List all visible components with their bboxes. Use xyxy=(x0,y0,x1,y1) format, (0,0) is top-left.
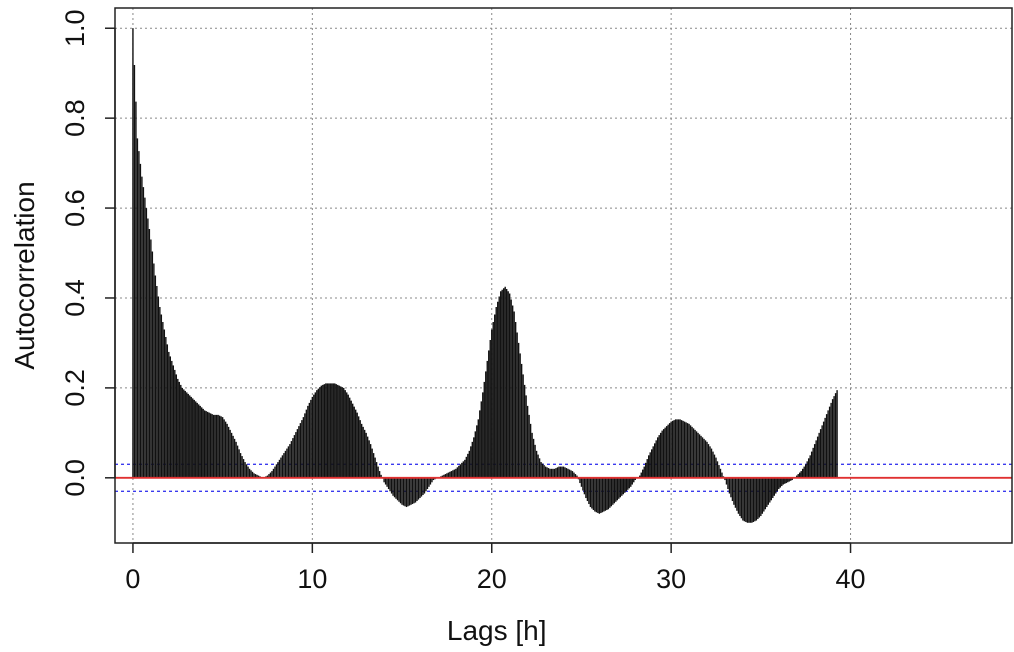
y-tick-label: 0.4 xyxy=(60,279,90,317)
y-tick-label: 1.0 xyxy=(60,9,90,47)
plot-frame xyxy=(114,7,1013,544)
x-axis-title: Lags [h] xyxy=(447,615,547,646)
x-tick-label: 40 xyxy=(836,564,866,594)
y-tick-label: 0.2 xyxy=(60,369,90,407)
x-tick-label: 10 xyxy=(297,564,327,594)
grid-layer xyxy=(115,8,1012,543)
x-tick-label: 20 xyxy=(477,564,507,594)
y-tick-label: 0.8 xyxy=(60,99,90,137)
y-axis-title: Autocorrelation xyxy=(9,181,40,369)
y-tick-label: 0.0 xyxy=(60,459,90,497)
acf-bars xyxy=(132,28,838,523)
x-tick-label: 0 xyxy=(125,564,140,594)
y-axis: 0.0 0.2 0.4 0.6 0.8 1.0 xyxy=(60,9,116,497)
x-tick-label: 30 xyxy=(656,564,686,594)
y-tick-label: 0.6 xyxy=(60,189,90,227)
x-axis: 0 10 20 30 40 xyxy=(125,542,866,594)
